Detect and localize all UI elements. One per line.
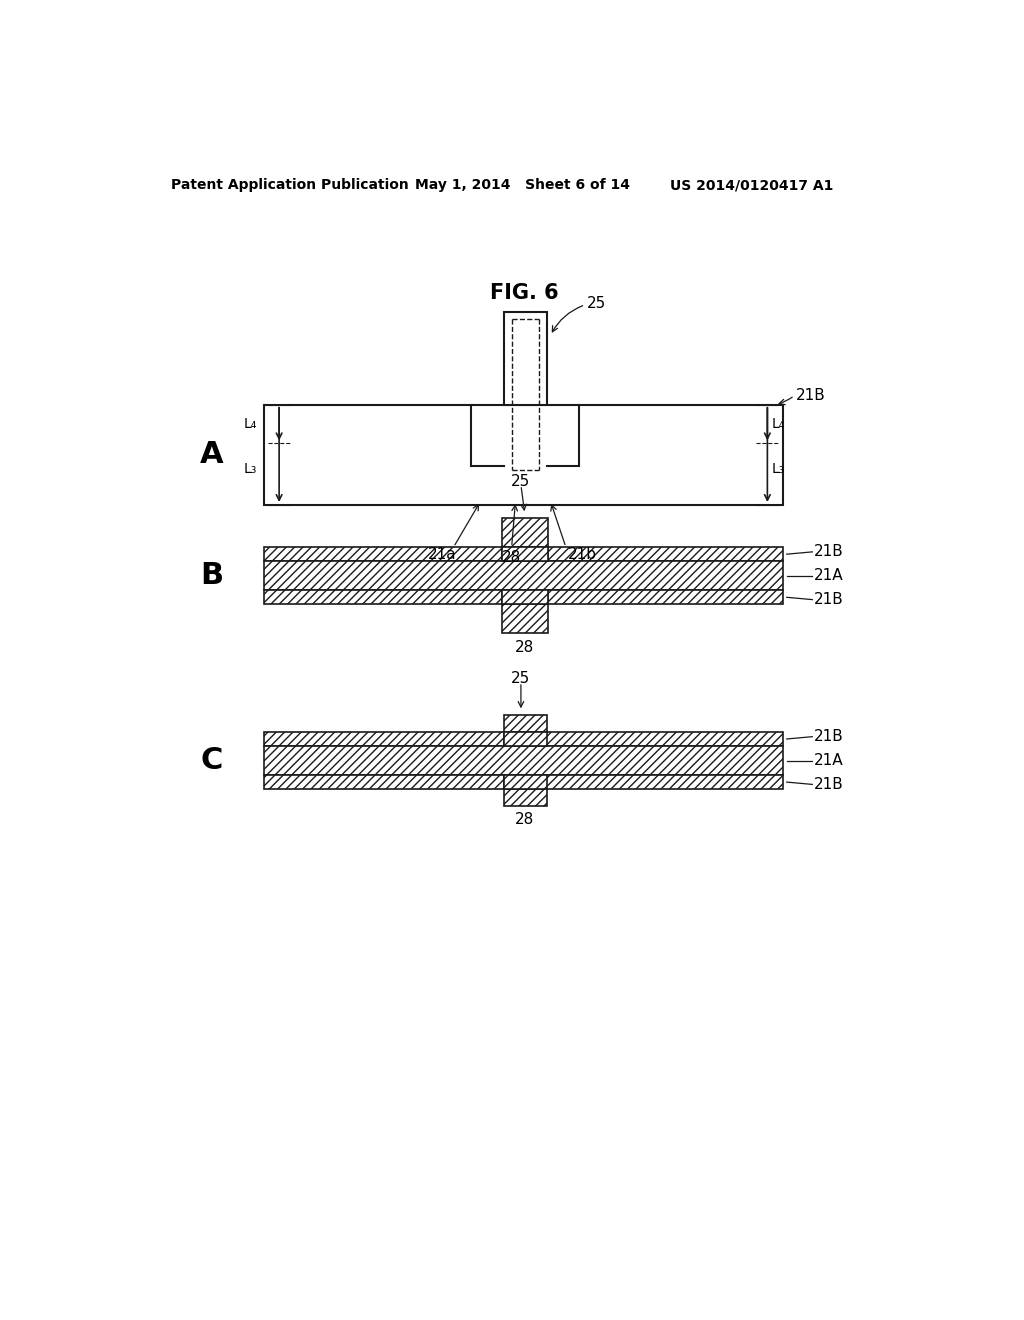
Text: 21a: 21a xyxy=(428,548,456,562)
Text: May 1, 2014   Sheet 6 of 14: May 1, 2014 Sheet 6 of 14 xyxy=(415,178,630,193)
Bar xyxy=(546,775,783,789)
Text: 28: 28 xyxy=(515,640,535,655)
Text: Patent Application Publication: Patent Application Publication xyxy=(171,178,409,193)
Bar xyxy=(502,590,548,605)
Text: L₄: L₄ xyxy=(244,417,257,432)
Bar xyxy=(263,405,783,506)
Bar xyxy=(502,548,548,561)
Text: 21B: 21B xyxy=(814,777,844,792)
Text: 28: 28 xyxy=(502,549,521,565)
Bar xyxy=(263,561,783,590)
Bar xyxy=(263,775,504,789)
Bar xyxy=(504,733,547,746)
Text: 21A: 21A xyxy=(814,568,844,583)
Bar xyxy=(263,746,783,775)
Text: A: A xyxy=(200,441,223,470)
Bar xyxy=(548,590,783,605)
Bar xyxy=(548,548,783,561)
Text: 21A: 21A xyxy=(814,752,844,768)
Bar xyxy=(546,733,783,746)
Text: 21B: 21B xyxy=(814,544,844,560)
Bar xyxy=(263,548,502,561)
Text: 25: 25 xyxy=(511,474,530,488)
Text: 21B: 21B xyxy=(814,729,844,744)
Text: US 2014/0120417 A1: US 2014/0120417 A1 xyxy=(671,178,834,193)
Bar xyxy=(504,775,547,789)
Text: 25: 25 xyxy=(511,671,530,685)
Bar xyxy=(502,517,548,548)
Text: C: C xyxy=(201,746,223,775)
Text: FIG. 6: FIG. 6 xyxy=(490,284,559,304)
Text: 21b: 21b xyxy=(568,548,597,562)
Text: L₃: L₃ xyxy=(244,462,257,475)
Bar xyxy=(263,733,504,746)
Text: 25: 25 xyxy=(587,296,606,310)
Bar xyxy=(502,605,548,634)
Bar xyxy=(263,590,502,605)
Text: 21B: 21B xyxy=(814,593,844,607)
Text: B: B xyxy=(200,561,223,590)
Text: L₃: L₃ xyxy=(771,462,784,475)
Text: 21B: 21B xyxy=(796,388,825,403)
Bar xyxy=(504,313,547,405)
Bar xyxy=(504,715,547,733)
Text: L₄: L₄ xyxy=(771,417,784,432)
Bar xyxy=(504,789,547,807)
Text: 28: 28 xyxy=(515,812,535,828)
